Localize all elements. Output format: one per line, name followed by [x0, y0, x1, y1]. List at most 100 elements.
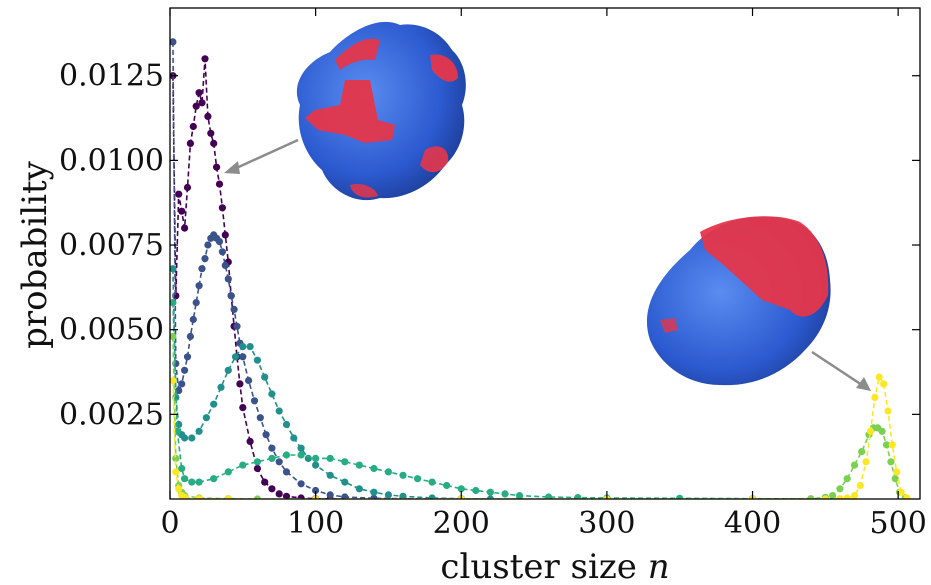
- data-point: [297, 494, 305, 499]
- data-point: [884, 407, 892, 415]
- x-tick-label: 500: [870, 506, 927, 541]
- data-point: [217, 383, 225, 391]
- data-point: [230, 305, 238, 313]
- data-point: [370, 494, 378, 499]
- data-point: [221, 261, 229, 269]
- data-point: [486, 495, 494, 499]
- data-point: [253, 458, 261, 466]
- inset-small-pointer: [231, 138, 299, 172]
- data-point: [224, 275, 232, 283]
- data-point: [275, 407, 283, 415]
- data-point: [198, 265, 206, 273]
- data-point: [829, 492, 837, 499]
- data-point: [856, 481, 864, 490]
- data-point: [215, 180, 224, 188]
- data-point: [218, 204, 226, 212]
- series-6: [170, 373, 911, 499]
- data-point: [239, 461, 247, 469]
- data-point: [178, 380, 186, 388]
- data-point: [215, 238, 224, 246]
- data-point: [807, 495, 815, 499]
- data-point: [312, 461, 320, 469]
- data-point: [887, 458, 895, 466]
- data-point: [836, 485, 844, 493]
- series-3: [170, 265, 524, 499]
- data-point: [245, 376, 253, 385]
- plot-frame: [169, 7, 921, 500]
- series-5: [170, 332, 909, 499]
- data-point: [297, 444, 305, 452]
- data-point: [862, 458, 870, 466]
- data-point: [181, 434, 189, 442]
- data-point: [843, 494, 851, 499]
- data-point: [175, 387, 183, 395]
- data-point: [253, 356, 261, 364]
- data-point: [256, 414, 264, 422]
- inset-small-arrowhead: [224, 161, 240, 174]
- data-point: [183, 183, 192, 192]
- series-line: [172, 336, 906, 499]
- data-point: [175, 485, 183, 493]
- data-point: [195, 427, 203, 435]
- data-point: [268, 390, 276, 398]
- y-tick-label: 0.0025: [59, 397, 164, 432]
- ticks-layer: 0 100 200 300 400 500 0.0025 0.0050 0.0075 0.0100…: [59, 8, 927, 541]
- data-point: [878, 427, 886, 435]
- data-point: [195, 495, 203, 499]
- data-point: [268, 454, 276, 462]
- data-point: [172, 468, 180, 476]
- data-point: [250, 397, 259, 405]
- data-point: [312, 486, 320, 495]
- data-point: [866, 427, 875, 435]
- y-axis-label: probability: [15, 160, 55, 349]
- data-point: [888, 441, 896, 449]
- data-point: [195, 282, 203, 290]
- data-point: [472, 486, 480, 495]
- data-point: [204, 112, 212, 120]
- data-point: [341, 478, 349, 486]
- inset-large-pointer: [811, 350, 863, 387]
- data-point: [221, 231, 229, 239]
- data-point: [341, 458, 349, 466]
- data-point: [282, 420, 291, 429]
- data-point: [903, 494, 911, 499]
- series-layer: [170, 38, 911, 499]
- data-point: [192, 299, 200, 307]
- data-point: [821, 495, 829, 499]
- data-point: [262, 431, 270, 439]
- data-point: [188, 478, 196, 486]
- data-point: [515, 492, 524, 499]
- data-point: [275, 490, 283, 498]
- x-tick-label: 300: [578, 506, 635, 541]
- data-point: [170, 299, 177, 307]
- data-point: [210, 139, 218, 147]
- data-point: [202, 414, 210, 422]
- data-point: [201, 255, 209, 263]
- data-point: [355, 485, 363, 493]
- data-point: [198, 99, 206, 107]
- x-tick-label: 100: [287, 506, 344, 541]
- data-point: [178, 464, 186, 473]
- data-point: [341, 493, 349, 499]
- data-point: [170, 332, 177, 341]
- data-point: [195, 89, 203, 97]
- data-point: [275, 458, 283, 466]
- data-point: [290, 434, 298, 442]
- data-point: [261, 373, 269, 381]
- series-line: [172, 41, 462, 499]
- x-tick-label: 0: [160, 506, 179, 541]
- data-point: [428, 478, 436, 486]
- data-point: [326, 491, 334, 499]
- data-point: [282, 492, 291, 499]
- data-point: [268, 485, 276, 493]
- x-tick-label: 200: [433, 506, 490, 541]
- series-line: [172, 375, 908, 499]
- y-tick-label: 0.0100: [59, 143, 164, 178]
- data-point: [326, 471, 334, 479]
- data-point: [189, 315, 197, 324]
- series-4: [170, 299, 829, 499]
- x-axis-label-variable: n: [648, 547, 670, 585]
- data-point: [370, 464, 378, 473]
- data-point: [170, 376, 177, 385]
